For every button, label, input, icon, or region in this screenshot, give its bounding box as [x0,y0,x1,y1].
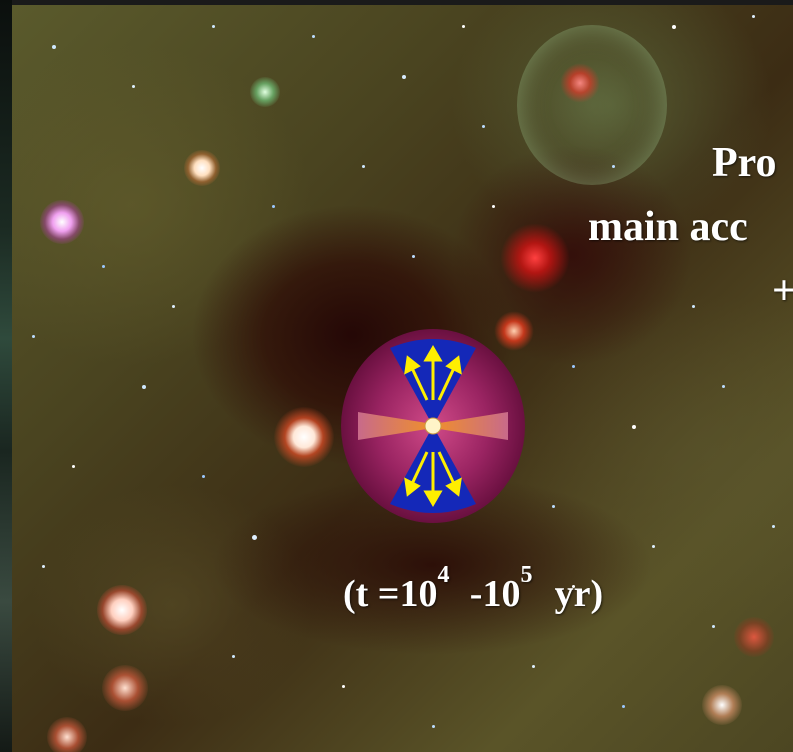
green-glow-star [250,77,280,107]
star [72,465,75,468]
star [652,545,655,548]
star [482,125,485,128]
protostar-diagram [341,329,525,523]
caption-exponent-2: 5 [520,562,533,588]
star [362,165,365,168]
star [772,525,775,528]
accretion-disk-right [433,412,508,440]
star [212,25,215,28]
red-glow-star [494,311,534,351]
white-glow-star [102,665,148,711]
star [142,385,146,389]
accretion-disk-left [358,412,433,440]
white-glow-star [184,150,220,186]
star [532,665,535,668]
star [612,165,615,168]
star [232,655,235,658]
star [622,705,625,708]
star [342,685,345,688]
outflow-arrows-up [404,345,462,401]
star [752,15,755,18]
star [492,205,495,208]
star [672,25,676,29]
caption-suffix: yr) [545,573,604,615]
white-glow-star [702,685,742,725]
star [32,335,35,338]
star [432,725,435,728]
star [202,475,205,478]
caption-middle: -10 [469,573,521,615]
white-glow-star [47,717,87,752]
outflow-arrows-down [404,451,462,507]
star [552,505,555,508]
pink-glow-star [40,200,84,244]
star [132,85,135,88]
caption-prefix: (t =10 [343,573,438,615]
star [42,565,45,568]
caption-exponent-1: 4 [437,562,450,588]
side-text-line-2: main acc [588,204,748,250]
star [272,205,275,208]
star [52,45,56,49]
star [412,255,415,258]
left-image-edge [0,0,12,752]
star [722,385,725,388]
star [462,25,465,28]
white-glow-star [97,585,147,635]
star [572,585,575,588]
star [632,425,636,429]
red-glow-star [500,223,570,293]
star [172,305,175,308]
white-glow-star [274,407,334,467]
red-glow-star [560,63,600,103]
star [312,35,315,38]
side-text-line-3: + [772,268,793,314]
red-glow-star [734,617,774,657]
protostar-core [424,417,442,435]
star [402,75,406,79]
star [102,265,105,268]
top-border [0,0,793,5]
star [572,365,575,368]
star [712,625,715,628]
time-caption: (t =10 4 -10 5 yr) [343,562,604,618]
side-text-line-1: Pro [712,140,777,186]
star [692,305,695,308]
star [252,535,257,540]
nebula-bubble [517,25,667,185]
